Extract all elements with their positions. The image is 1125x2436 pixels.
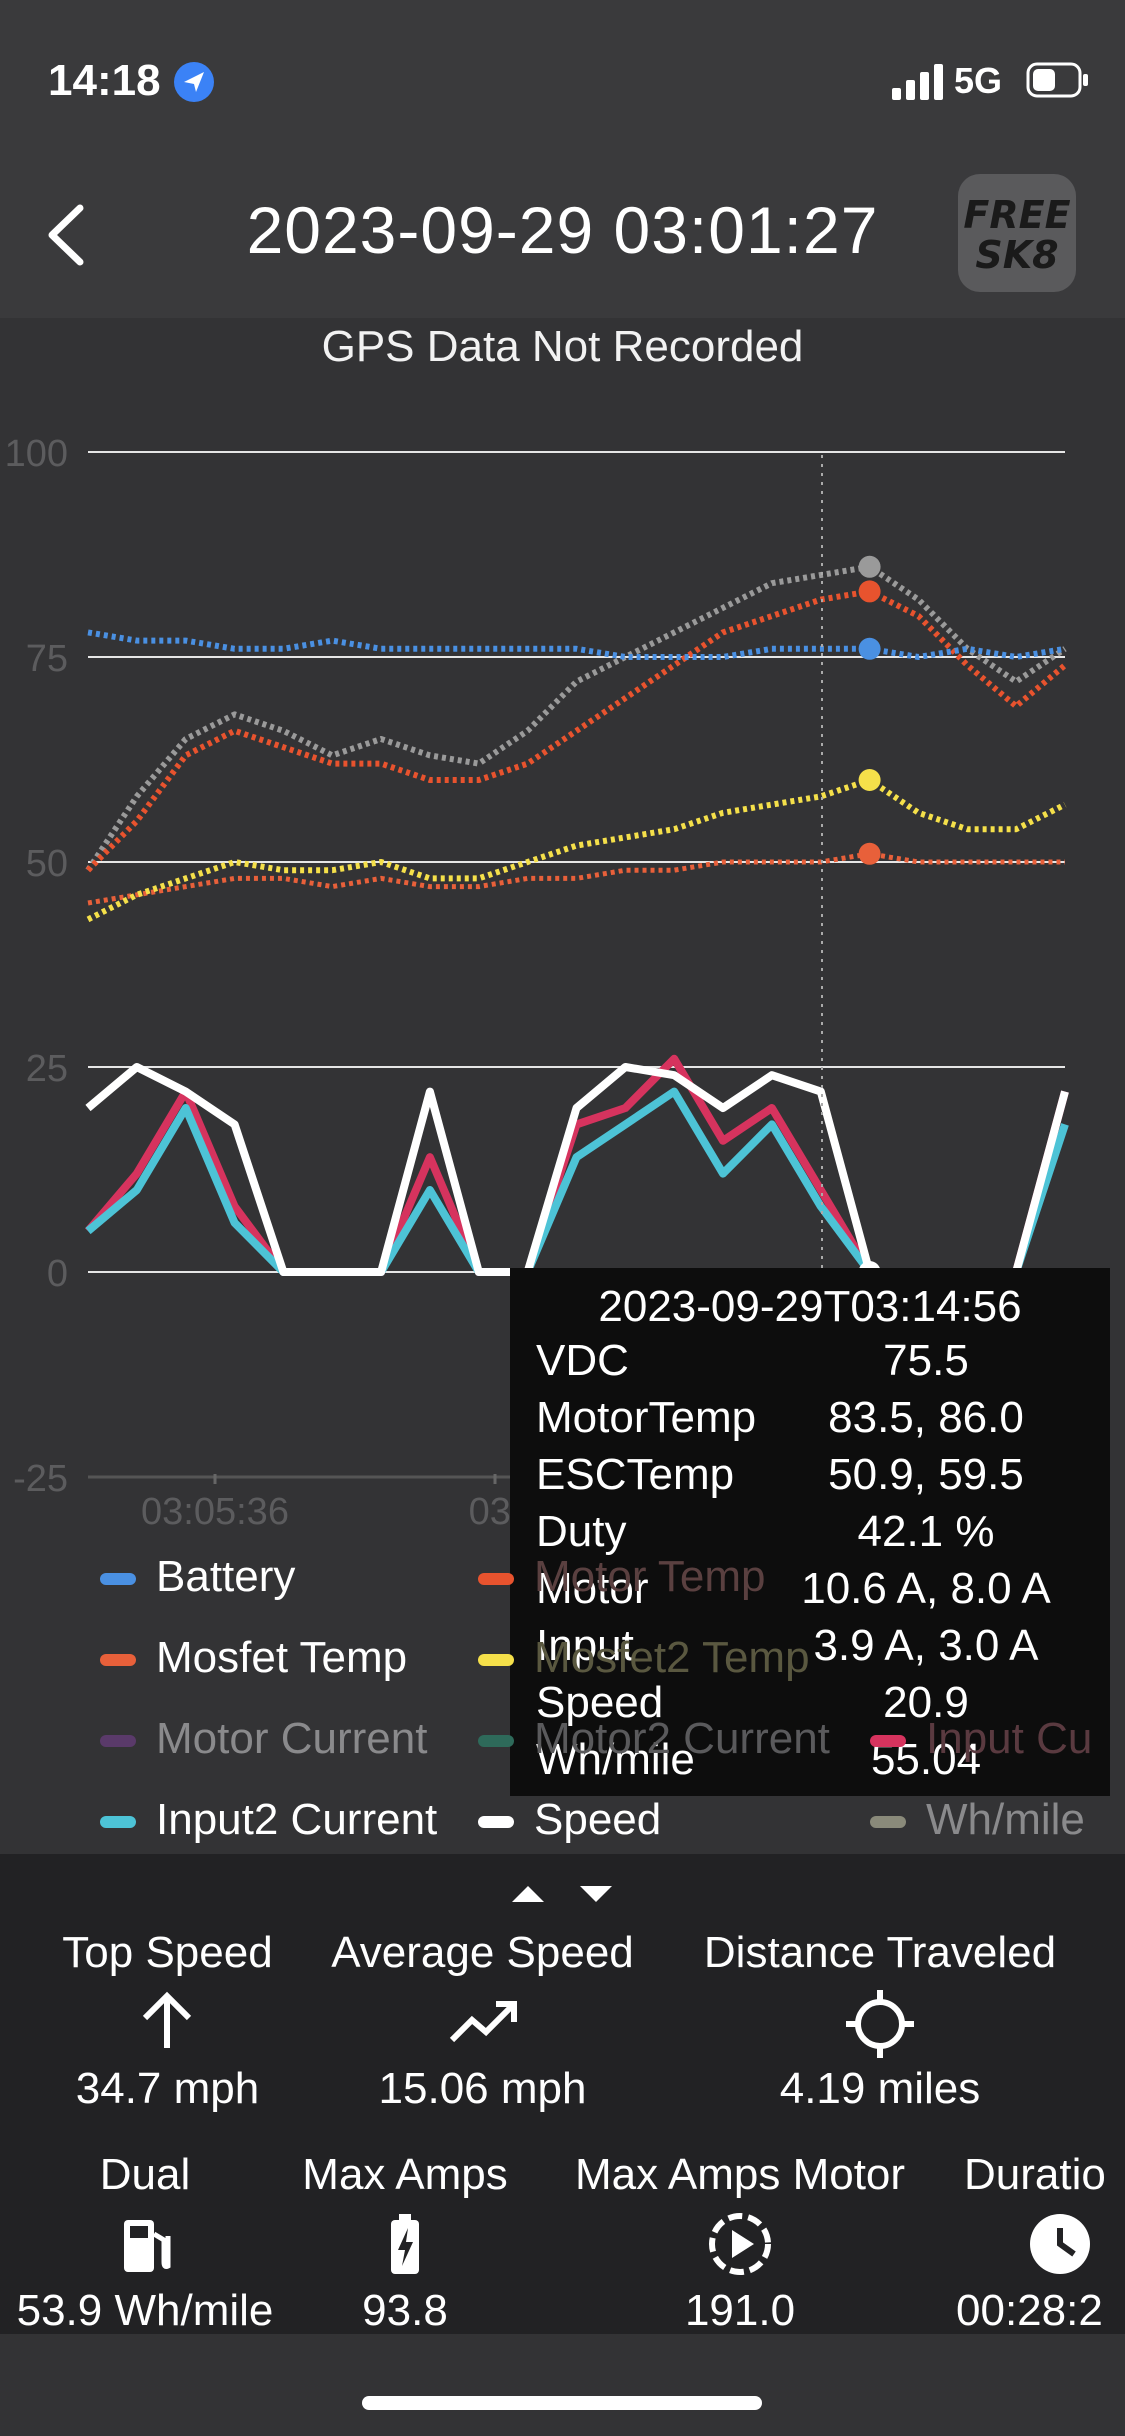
clock-icon [1030,2214,1090,2274]
legend-input-current[interactable]: Input Cu [870,1714,1092,1764]
y-axis-labels: 100 75 50 25 0 -25 [5,433,68,1500]
y-tick-label: 0 [47,1253,68,1295]
legend-swatch [870,1735,906,1748]
tooltip-row: Speed 20.9 [536,1678,969,1727]
home-indicator[interactable] [362,2396,762,2410]
panel-toggle[interactable] [506,1880,618,1906]
tooltip-row: VDC 75.5 [536,1336,969,1385]
tooltip-row: Duty 42.1 % [536,1507,995,1556]
tooltip-row: ESCTemp 50.9, 59.5 [536,1450,1024,1499]
y-tick-label: 25 [26,1048,68,1090]
tooltip-timestamp: 2023-09-29T03:14:56 [598,1282,1022,1331]
svg-text:SK8: SK8 [975,233,1058,277]
svg-text:FREE: FREE [963,193,1070,237]
play-circle-dashed-icon [709,2213,771,2275]
stat-top-speed: Top Speed 34.7 mph [20,1928,315,2114]
freesk8-logo-icon: FREE SK8 [963,193,1070,277]
series-line-speed [85,1063,1069,1276]
crosshair-marker [858,555,881,578]
stat-dual: Dual 53.9 Wh/mile [0,2150,290,2336]
battery-icon [1026,62,1088,98]
home-indicator-area [0,2334,1125,2436]
legend-input2-current[interactable]: Input2 Current [100,1795,437,1845]
crosshair-marker [858,580,881,603]
legend-swatch [478,1654,514,1667]
signal-icon [892,64,943,100]
back-button[interactable] [42,200,92,270]
fuel-pump-icon [124,2220,171,2272]
page-title: 2023-09-29 03:01:27 [246,193,879,267]
trending-up-icon [449,2001,517,2043]
stat-distance: Distance Traveled 4.19 miles [670,1928,1090,2114]
crosshair-marker [858,637,881,660]
legend-swatch [870,1816,906,1829]
tooltip-row: Motor 10.6 A, 8.0 A [536,1564,1051,1613]
legend-speed[interactable]: Speed [478,1795,661,1845]
tooltip-row: MotorTemp 83.5, 86.0 [536,1393,1024,1442]
gps-target-icon [846,1990,914,2058]
gps-notice: GPS Data Not Recorded [321,322,804,371]
legend-swatch [100,1816,136,1829]
legend-whmile[interactable]: Wh/mile [870,1795,1085,1845]
legend-swatch [100,1573,136,1586]
series-line-motor2-temp [85,563,1067,872]
legend-battery[interactable]: Battery [100,1552,295,1602]
legend-swatch [100,1735,136,1748]
legend-mosfet2-temp[interactable]: Mosfet2 Temp [478,1633,810,1683]
network-label: 5G [954,60,1003,101]
stat-duration: Duratio 00:28:2 [956,2150,1125,2336]
stat-average-speed: Average Speed 15.06 mph [310,1928,655,2114]
legend-motor-temp[interactable]: Motor Temp [478,1552,766,1602]
y-tick-label: 75 [26,638,68,680]
crosshair-markers [858,555,881,1283]
series-line-battery [87,629,1066,660]
y-tick-label: -25 [13,1458,68,1500]
legend-swatch [478,1573,514,1586]
y-tick-label: 100 [5,433,68,475]
tooltip-row: Input 3.9 A, 3.0 A [536,1621,1039,1670]
crosshair-marker [858,769,881,791]
series-line-motor-temp [85,588,1067,873]
x-axis-labels: 03:05:36 03: [141,1474,822,1533]
series-line-mosfet2-temp [86,777,1067,923]
arrow-up-icon [142,1991,192,2048]
y-tick-label: 50 [26,843,68,885]
crosshair-marker [858,842,881,865]
status-time: 14:18 [48,56,161,105]
x-tick-label: 03:05:36 [141,1491,289,1533]
app-logo: FREE SK8 [958,174,1076,292]
location-icon [174,62,214,102]
stat-max-amps-motor: Max Amps Motor 191.0 [540,2150,940,2336]
chart-series [84,563,1069,1276]
chevron-down-icon [580,1886,612,1902]
stat-max-amps: Max Amps 93.8 [290,2150,520,2336]
nav-bar [0,140,1125,318]
legend-mosfet-temp[interactable]: Mosfet Temp [100,1633,407,1683]
chevron-up-icon [512,1886,544,1902]
battery-charging-icon [391,2214,419,2274]
stats-panel [0,1854,1125,2334]
legend-swatch [100,1654,136,1667]
legend-swatch [478,1735,514,1748]
chart-tooltip: 2023-09-29T03:14:56 VDC 75.5 MotorTemp 83.… [510,1268,1110,1796]
legend-swatch [478,1816,514,1829]
legend-motor2-current[interactable]: Motor2 Current [478,1714,830,1764]
legend-motor-current[interactable]: Motor Current [100,1714,427,1764]
